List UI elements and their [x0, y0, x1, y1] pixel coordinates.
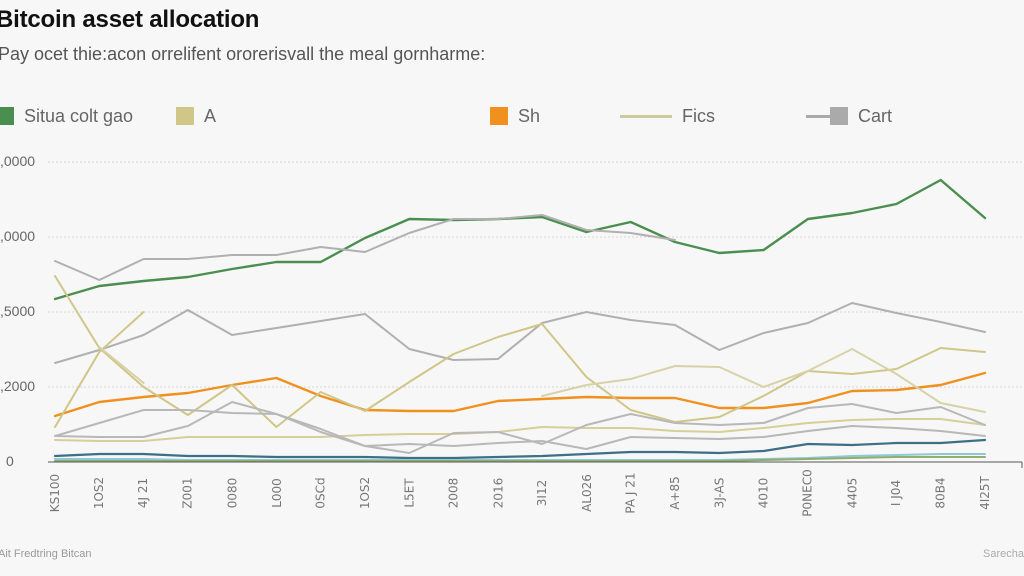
series-line-cart-2 — [54, 302, 986, 364]
y-tick-label: ,0000 — [0, 228, 36, 244]
x-tick-text: 3J-AS — [712, 477, 727, 509]
x-tick-text: 2016 — [490, 477, 505, 509]
x-tick-text: 3I12 — [535, 479, 550, 507]
x-tick-text: 2008 — [446, 477, 461, 509]
x-tick-label: 3I12 — [520, 470, 564, 516]
x-tick-label: 4405 — [830, 470, 874, 516]
series-line-fics — [98, 346, 145, 384]
x-tick-label: L5ET — [387, 470, 431, 516]
x-tick-text: I J04 — [889, 479, 904, 507]
x-tick-text: AL026 — [579, 474, 594, 512]
x-tick-label: 4J 21 — [122, 470, 166, 516]
x-tick-label: 1OS2 — [77, 470, 121, 516]
x-tick-text: 0080 — [225, 477, 240, 509]
x-tick-text: PA J 21 — [623, 472, 638, 514]
gridlines — [48, 161, 1022, 388]
x-tick-text: 4I25T — [978, 476, 992, 510]
series-line-cart-4 — [54, 401, 986, 450]
x-tick-label: L000 — [254, 470, 298, 516]
series-line-cart — [54, 214, 676, 281]
series-line-olive — [54, 456, 986, 462]
series-line-fics — [541, 348, 986, 413]
x-tick-label: Z001 — [166, 470, 210, 516]
footer-credit: Sarecha — [983, 548, 1024, 560]
x-tick-label: 0SCd — [299, 470, 343, 516]
x-tick-text: 4010 — [756, 477, 771, 509]
x-tick-label: 4I25T — [963, 470, 1007, 516]
legend-label: Cart — [858, 105, 893, 126]
x-tick-text: L000 — [269, 478, 284, 508]
legend-item[interactable]: Situa colt gao — [0, 104, 133, 128]
x-tick-text: 4405 — [845, 477, 860, 509]
x-tick-label: 0080 — [210, 470, 254, 516]
series-line-teal — [53, 438, 987, 460]
series-lines — [53, 178, 987, 462]
x-tick-text: L5ET — [402, 478, 417, 508]
legend-label: Sh — [518, 105, 541, 126]
x-tick-text: Z001 — [180, 477, 195, 509]
legend-label: Situa colt gao — [24, 105, 134, 126]
series-line-situa-colt-gao — [53, 178, 987, 301]
x-tick-label: P0NEC0 — [786, 469, 830, 517]
chart-title: Bitcoin asset allocation — [0, 6, 260, 33]
footer-source: Ait Fredtring Bitcan — [0, 548, 92, 560]
series-line-a — [54, 275, 986, 428]
x-tick-text: KS100 — [47, 473, 62, 513]
x-tick-text: 1OS2 — [358, 476, 372, 510]
x-tick-label: 2016 — [476, 470, 520, 516]
y-tick-label: ,5000 — [0, 303, 36, 319]
x-tick-label: 2008 — [432, 470, 476, 516]
y-tick-label: ,2000 — [0, 378, 36, 394]
legend-swatch-icon — [0, 107, 14, 125]
legend-swatch-icon — [806, 107, 848, 125]
legend-swatch-icon — [490, 107, 508, 125]
legend-label: A — [204, 105, 217, 126]
y-tick-label: 0 — [6, 453, 14, 469]
x-tick-text: 80B4 — [933, 477, 948, 509]
legend-item[interactable]: Cart — [806, 104, 892, 128]
x-tick-text: A+85 — [667, 476, 682, 510]
x-tick-label: 3J-AS — [697, 470, 741, 516]
legend-item[interactable]: Fics — [620, 104, 715, 128]
x-tick-label: AL026 — [564, 470, 608, 516]
legend-swatch-icon — [620, 114, 672, 118]
x-tick-label: PA J 21 — [609, 470, 653, 516]
x-tick-label: 1OS2 — [343, 470, 387, 516]
x-tick-text: 0SCd — [313, 477, 328, 509]
legend-item[interactable]: Sh — [490, 104, 540, 128]
x-tick-text: 1OS2 — [92, 476, 107, 510]
series-line-a-2 — [54, 311, 145, 428]
x-tick-label: 80B4 — [919, 470, 963, 516]
x-tick-text: 4J 21 — [136, 477, 151, 509]
legend-swatch-icon — [176, 107, 194, 125]
y-tick-label: ,0000 — [0, 153, 36, 169]
chart-subtitle: Pay ocet thie:acon orrelifent ororerisva… — [0, 44, 486, 64]
series-line-sh — [53, 371, 987, 418]
series-line-cart-3 — [54, 403, 986, 454]
x-tick-label: A+85 — [653, 470, 697, 516]
x-tick-label: I J04 — [874, 470, 918, 516]
series-line-a-3 — [54, 418, 986, 442]
x-tick-text: P0NEC0 — [800, 469, 815, 517]
x-tick-label: 4010 — [742, 470, 786, 516]
legend-item[interactable]: A — [176, 104, 216, 128]
legend-label: Fics — [682, 105, 715, 126]
x-tick-label: KS100 — [33, 470, 77, 516]
